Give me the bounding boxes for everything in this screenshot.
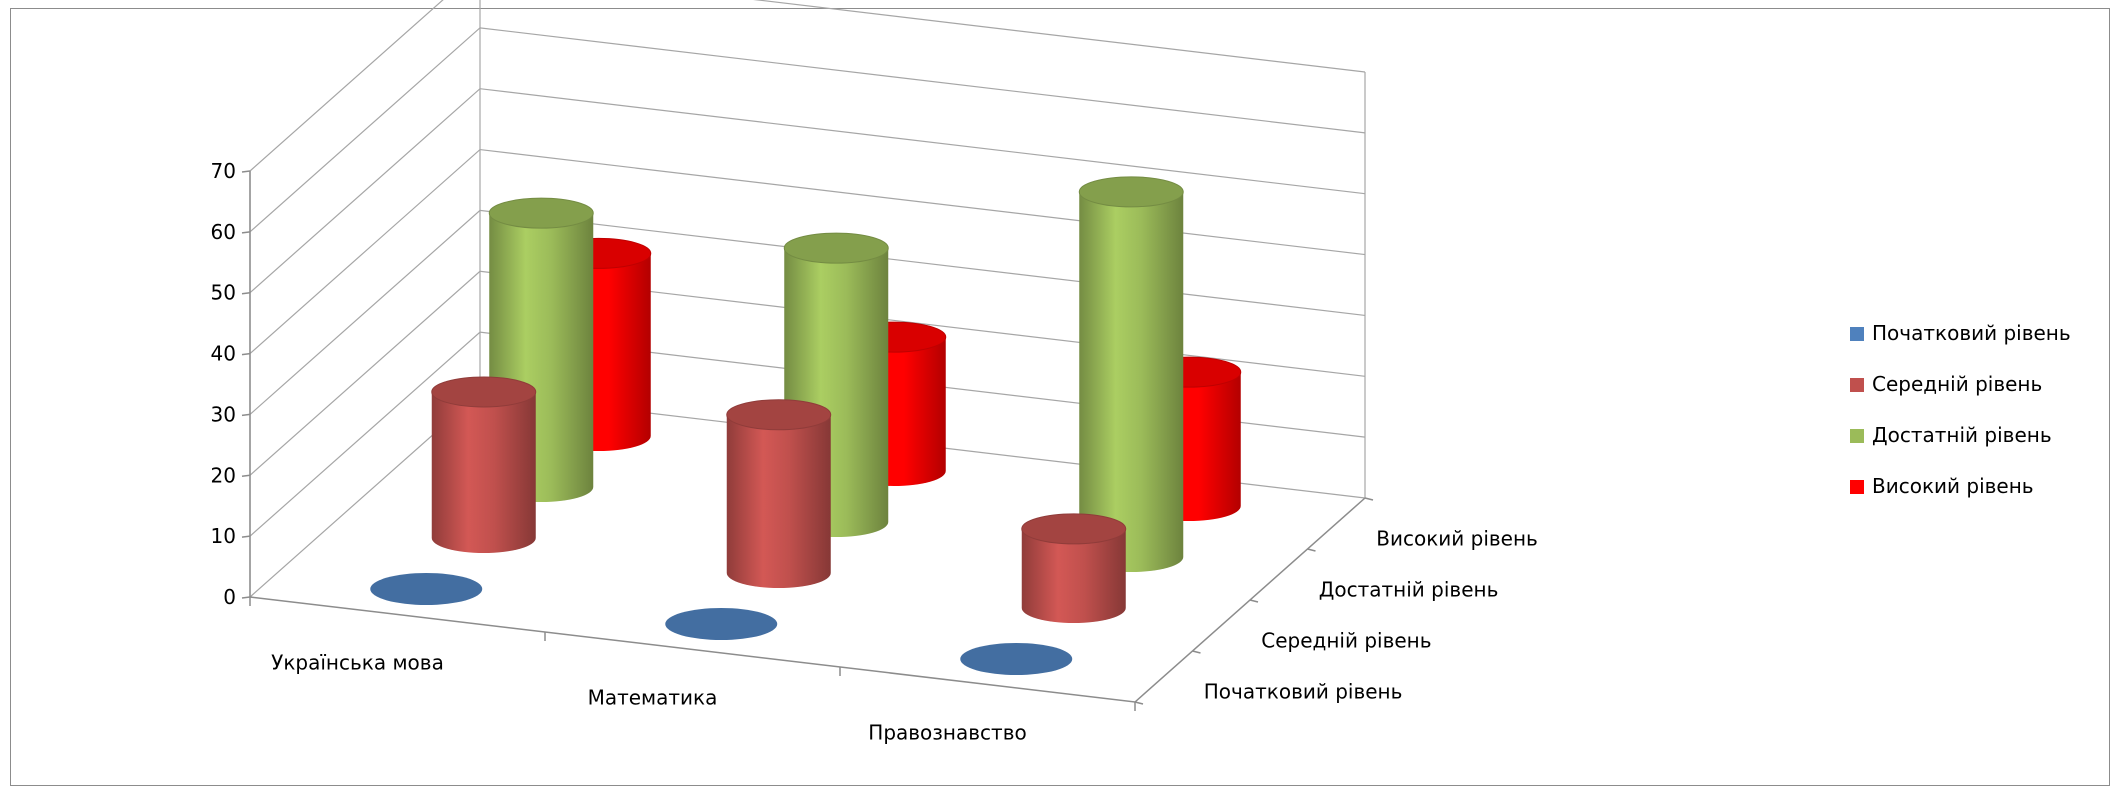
y-tick-label: 30 <box>211 402 236 426</box>
gridline <box>249 0 1366 172</box>
legend-swatch <box>1850 378 1864 392</box>
bar-cylinder <box>1021 513 1127 624</box>
y-tick-mark <box>241 170 251 173</box>
legend-label: Початковий рівень <box>1872 321 2071 345</box>
y-axis-ticks: 0 10 20 30 40 50 60 70 <box>211 159 251 609</box>
depth-label: Початковий рівень <box>1204 680 1403 704</box>
depth-tick-mark <box>1192 650 1201 654</box>
chart-axes <box>249 171 1374 711</box>
bar-cylinder <box>370 573 483 605</box>
legend-swatch <box>1850 429 1864 443</box>
bar-cylinder <box>431 376 537 553</box>
chart-legend: Початковий рівень Середній рівень Достатні… <box>1850 321 2071 498</box>
y-tick-mark <box>241 231 251 234</box>
depth-tick-mark <box>1364 497 1374 501</box>
category-label: Правознавство <box>868 721 1026 745</box>
legend-swatch <box>1850 327 1864 341</box>
legend-label: Достатній рівень <box>1872 423 2052 447</box>
legend-label: Середній рівень <box>1872 372 2042 396</box>
y-tick-label: 60 <box>211 220 236 244</box>
bar-cylinder <box>1078 176 1184 572</box>
category-labels: Українська мова Математика Правознавство <box>271 651 1027 745</box>
y-tick-label: 40 <box>211 342 236 366</box>
chart-bars <box>370 176 1242 675</box>
bar-cylinder <box>726 399 832 588</box>
bar-cylinder <box>960 643 1073 675</box>
y-tick-mark <box>241 352 251 356</box>
y-tick-mark <box>241 413 251 417</box>
y-tick-label: 50 <box>211 281 236 305</box>
y-tick-mark <box>241 596 251 599</box>
y-tick-label: 20 <box>211 463 236 487</box>
depth-label: Високий рівень <box>1376 527 1538 551</box>
y-tick-label: 70 <box>211 159 236 183</box>
category-label: Математика <box>588 686 718 710</box>
depth-tick-mark <box>1307 548 1316 552</box>
y-tick-mark <box>241 535 251 538</box>
depth-axis-labels: Початковий рівень Середній рівень Достатні… <box>1204 527 1538 704</box>
depth-tick-mark <box>1249 599 1259 603</box>
depth-tick-mark <box>1134 701 1144 705</box>
y-tick-label: 10 <box>211 524 236 548</box>
depth-label: Середній рівень <box>1261 629 1431 653</box>
legend-label: Високий рівень <box>1872 474 2034 498</box>
gridline <box>249 27 1366 233</box>
category-label: Українська мова <box>271 651 444 675</box>
y-tick-label: 0 <box>223 585 236 609</box>
depth-label: Достатній рівень <box>1319 578 1499 602</box>
y-tick-mark <box>241 474 251 478</box>
y-tick-mark <box>241 291 251 295</box>
bar-cylinder <box>665 608 778 640</box>
legend-swatch <box>1850 480 1864 494</box>
